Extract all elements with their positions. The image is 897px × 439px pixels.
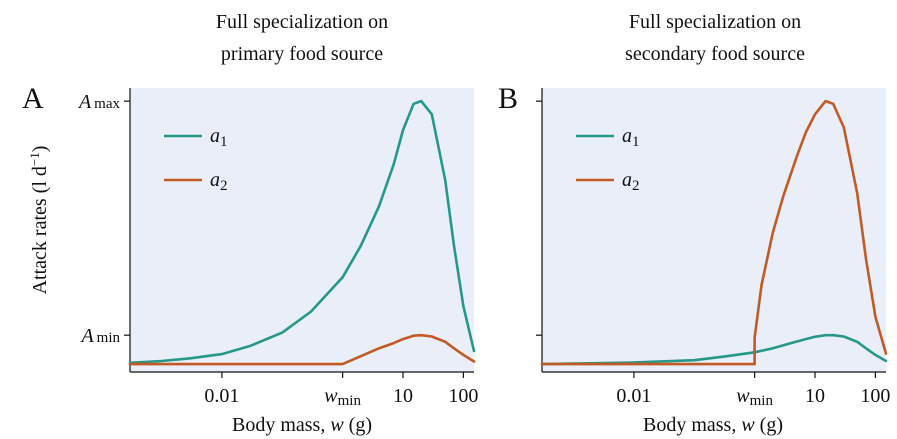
panel-a-x-axis-label: Body mass, w (g) — [232, 414, 372, 436]
panel-b-letter: B — [498, 82, 518, 115]
panel-b-x-tick-label-2: 10 — [805, 385, 825, 407]
panel-a-x-tick-label-0: 0.01 — [204, 385, 239, 407]
panel-a-title-line-2: primary food source — [221, 43, 383, 65]
panel-b-series-a2 — [540, 99, 888, 366]
panel-b-title-line-2: secondary food source — [625, 43, 805, 65]
panel-a-series-a2 — [128, 333, 476, 366]
panel-b-x-axis-label: Body mass, w (g) — [643, 414, 783, 436]
panel-a-x-tick-label-3: 100 — [448, 385, 478, 407]
panel-a: Full specialization on primary food sour… — [22, 11, 478, 436]
panel-b-legend-label-a2: a2 — [622, 169, 640, 194]
panel-a-x-tick-label-2: 10 — [393, 385, 413, 407]
panel-a-legend-label-a1: a1 — [210, 125, 228, 150]
panel-b-x-tick-label-1: wmin — [736, 385, 773, 409]
panel-a-plot-area — [130, 88, 474, 372]
panel-a-series-a1 — [128, 99, 476, 365]
panel-a-legend-label-a2: a2 — [210, 169, 228, 194]
panel-b-plot-area — [542, 88, 886, 372]
panel-b-x-tick-label-0: 0.01 — [616, 385, 651, 407]
panel-b: Full specialization on secondary food so… — [498, 11, 890, 436]
panel-a-title-line-1: Full specialization on — [216, 11, 388, 33]
panel-a-letter: A — [22, 82, 44, 115]
panel-b-legend-label-a1: a1 — [622, 125, 640, 150]
panel-b-title-line-1: Full specialization on — [629, 11, 801, 33]
panel-b-series-a1 — [540, 333, 888, 366]
panel-b-x-tick-label-3: 100 — [860, 385, 890, 407]
y-axis-label: Attack rates (l d−1) — [27, 146, 52, 295]
panel-a-x-tick-label-1: wmin — [324, 385, 361, 409]
